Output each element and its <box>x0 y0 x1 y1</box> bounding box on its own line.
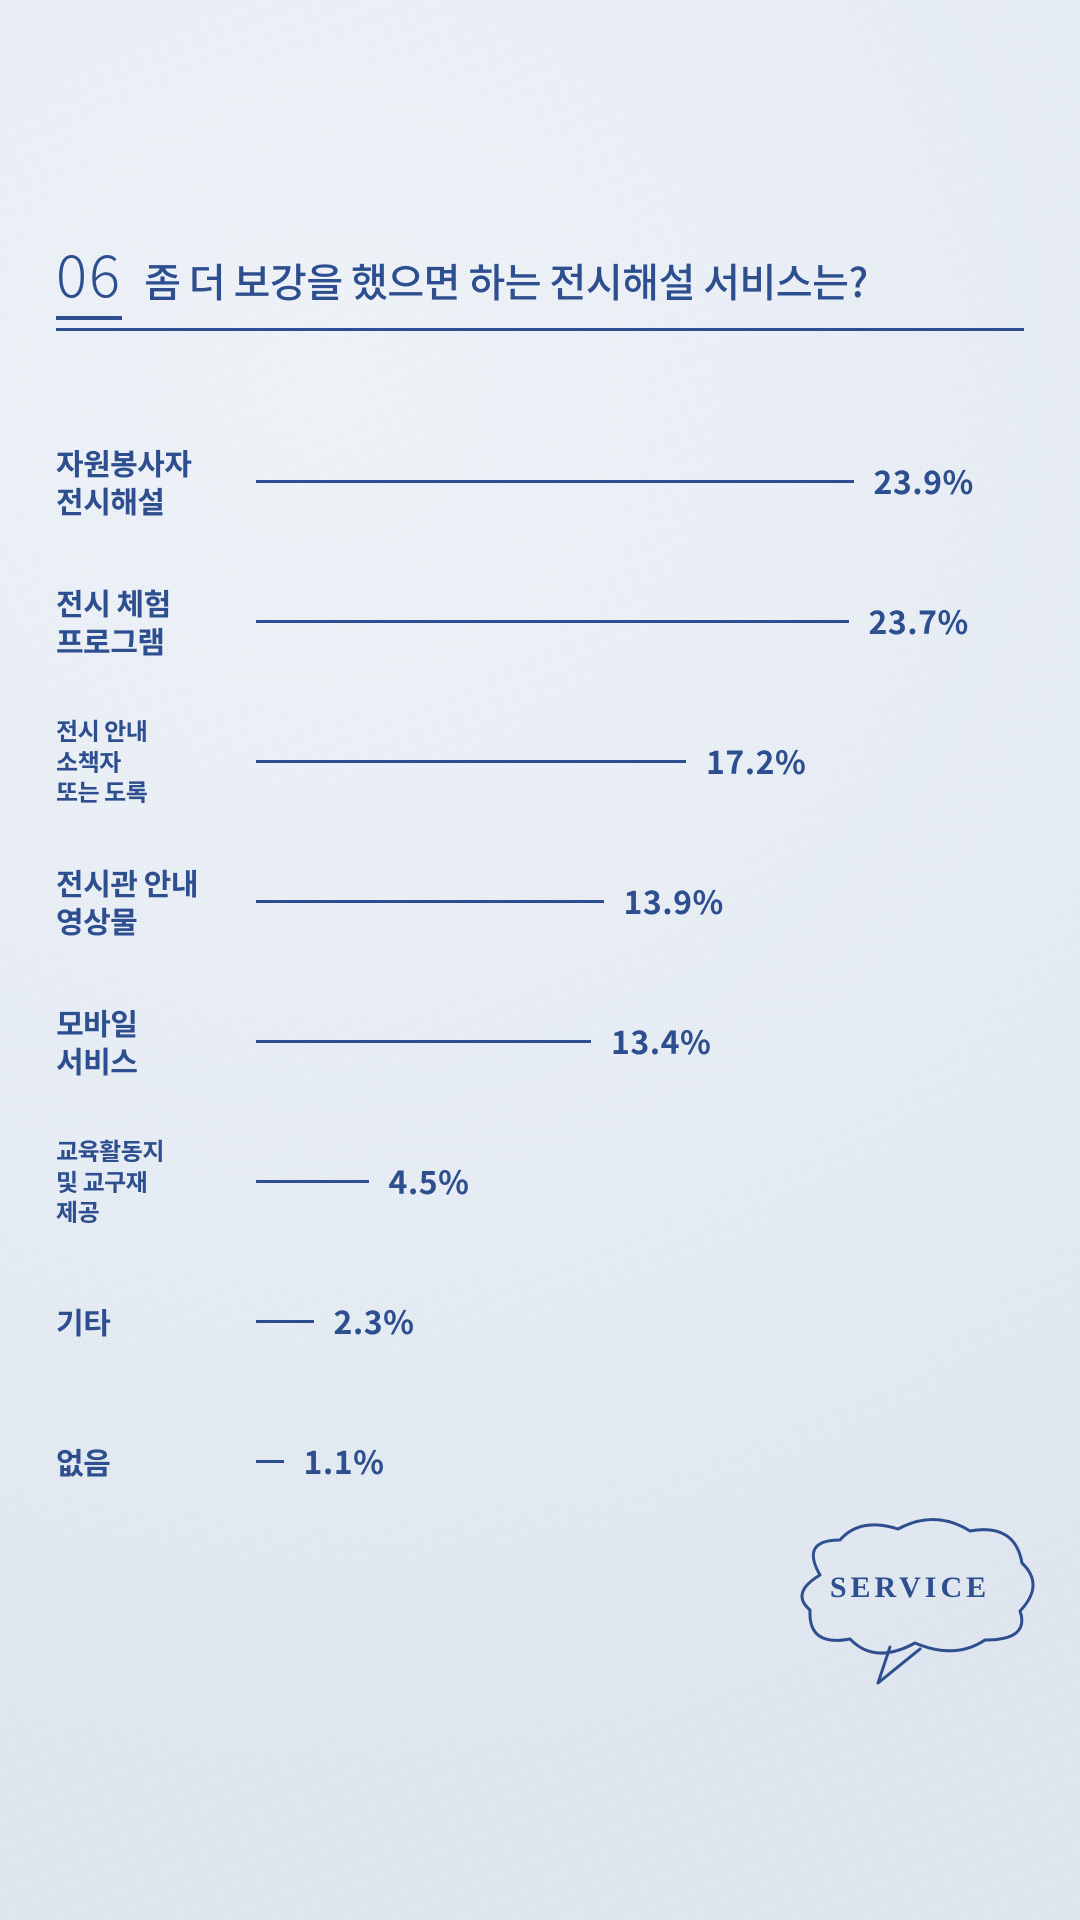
chart-row-label: 자원봉사자 전시해설 <box>56 443 256 520</box>
chart-row: 전시 체험 프로그램 23.7% <box>56 551 1024 691</box>
chart-row-label: 전시 안내 소책자 또는 도록 <box>56 715 256 807</box>
chart-row: 전시관 안내 영상물 13.9% <box>56 831 1024 971</box>
chart-row-bar-area: 13.9% <box>256 878 1024 924</box>
chart-row-bar <box>256 480 854 483</box>
chart-row-label: 전시관 안내 영상물 <box>56 863 256 940</box>
chart-row: 모바일 서비스 13.4% <box>56 971 1024 1111</box>
chart-row: 교육활동지 및 교구재 제공 4.5% <box>56 1111 1024 1251</box>
chart-row-bar <box>256 1320 314 1323</box>
chart-row-value: 13.4% <box>611 1018 711 1064</box>
bubble-label: SERVICE <box>830 1571 990 1604</box>
chart-row-value: 23.7% <box>869 598 969 644</box>
chart-row-bar <box>256 1180 369 1183</box>
chart-row: 없음 1.1% <box>56 1391 1024 1531</box>
page: 06 좀 더 보강을 했으면 하는 전시해설 서비스는? 자원봉사자 전시해설 2… <box>0 0 1080 1920</box>
chart-row-value: 4.5% <box>389 1158 470 1204</box>
bar-chart: 자원봉사자 전시해설 23.9% 전시 체험 프로그램 23.7% 전시 안내 소책자 … <box>56 411 1024 1531</box>
chart-row-value: 17.2% <box>706 738 806 784</box>
chart-row-bar-area: 17.2% <box>256 738 1024 784</box>
chart-row-label: 기타 <box>56 1302 256 1340</box>
chart-row-bar <box>256 760 686 763</box>
chart-row-bar-area: 2.3% <box>256 1298 1024 1344</box>
service-speech-bubble: SERVICE <box>780 1515 1040 1690</box>
chart-row-bar <box>256 900 604 903</box>
chart-row-value: 13.9% <box>624 878 724 924</box>
chart-row: 자원봉사자 전시해설 23.9% <box>56 411 1024 551</box>
chart-row-bar-area: 23.9% <box>256 458 1024 504</box>
chart-row: 기타 2.3% <box>56 1251 1024 1391</box>
chart-row-bar-area: 4.5% <box>256 1158 1024 1204</box>
chart-row-label: 전시 체험 프로그램 <box>56 583 256 660</box>
chart-row-bar-area: 13.4% <box>256 1018 1024 1064</box>
chart-row-bar-area: 23.7% <box>256 598 1024 644</box>
chart-row-bar <box>256 620 849 623</box>
chart-row-bar-area: 1.1% <box>256 1438 1024 1484</box>
chart-row-label: 없음 <box>56 1442 256 1480</box>
chart-row-label: 모바일 서비스 <box>56 1003 256 1080</box>
question-title: 좀 더 보강을 했으면 하는 전시해설 서비스는? <box>144 251 868 309</box>
chart-row-value: 23.9% <box>874 458 974 504</box>
chart-row-value: 2.3% <box>334 1298 415 1344</box>
chart-row: 전시 안내 소책자 또는 도록 17.2% <box>56 691 1024 831</box>
question-number: 06 <box>56 230 122 314</box>
chart-row-label: 교육활동지 및 교구재 제공 <box>56 1135 256 1227</box>
chart-row-bar <box>256 1040 591 1043</box>
chart-row-bar <box>256 1460 284 1463</box>
chart-row-value: 1.1% <box>304 1438 385 1484</box>
question-header: 06 좀 더 보강을 했으면 하는 전시해설 서비스는? <box>56 230 1024 331</box>
